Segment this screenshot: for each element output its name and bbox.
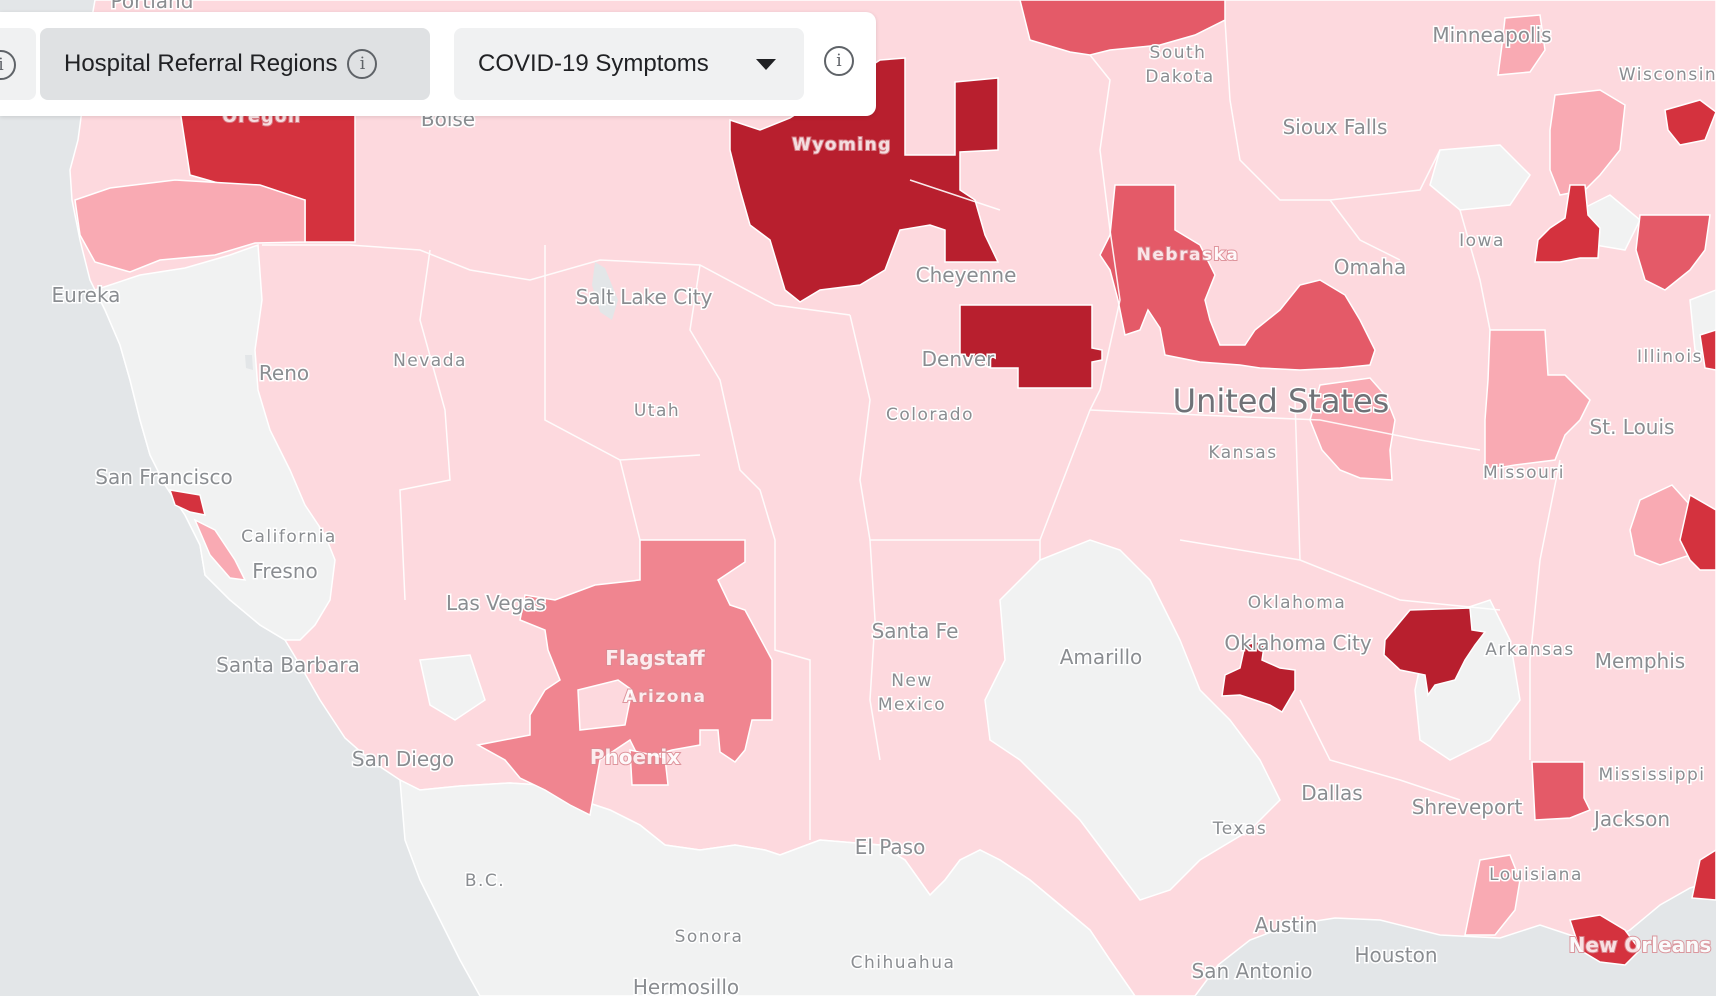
chevron-down-icon [756, 58, 776, 70]
map-label-st-louis: St. Louis [1590, 415, 1675, 439]
region-florida-edge[interactable] [1691, 849, 1716, 901]
map-label-louisiana: Louisiana [1489, 865, 1583, 885]
map-label-oklahoma: Oklahoma [1248, 593, 1347, 613]
map-label-nevada: Nevada [393, 351, 467, 371]
map-label-eureka: Eureka [52, 283, 121, 307]
map-label-san-antonio: San Antonio [1192, 959, 1313, 983]
map-label-dakota: Dakota [1145, 67, 1214, 87]
map-label-denver: Denver [922, 347, 996, 371]
region-gulf-pink[interactable] [1464, 854, 1521, 936]
map-label-portland: Portland [111, 0, 194, 13]
region-tennessee-edge[interactable] [1679, 493, 1716, 571]
map-label-colorado: Colorado [886, 405, 974, 425]
region-iowa-east[interactable] [1534, 184, 1601, 263]
map-label-salt-lake-city: Salt Lake City [576, 285, 713, 309]
map-label-chihuahua: Chihuahua [851, 953, 956, 973]
region-oregon-south[interactable] [74, 179, 306, 273]
map-label-flagstaff: Flagstaff [605, 646, 705, 670]
map-label-dallas: Dallas [1301, 781, 1362, 805]
region-oklahoma[interactable] [1383, 607, 1487, 697]
map-label-arkansas: Arkansas [1485, 640, 1575, 660]
region-bay-area[interactable] [168, 489, 207, 516]
map-label-south: South [1150, 43, 1207, 63]
map-label-nebraska: Nebraska [1137, 245, 1240, 265]
region-kansas-east[interactable] [1309, 377, 1396, 481]
map-label-california: California [241, 527, 337, 547]
high-intensity-regions[interactable] [74, 0, 1716, 966]
map-label-austin: Austin [1255, 913, 1318, 937]
map-label-houston: Houston [1354, 943, 1437, 967]
map-label-sonora: Sonora [675, 927, 744, 947]
map-label-las-vegas: Las Vegas [446, 591, 546, 615]
info-icon[interactable]: i [824, 46, 854, 76]
region-phoenix-south[interactable] [629, 749, 669, 786]
map-label-wyoming: Wyoming [792, 135, 892, 155]
map-label-missouri: Missouri [1483, 463, 1565, 483]
map-label-amarillo: Amarillo [1060, 645, 1143, 669]
map-label-san-francisco: San Francisco [95, 465, 232, 489]
region-wisconsin-west[interactable] [1549, 89, 1626, 196]
map-label-country: United States [1173, 382, 1390, 420]
region-type-segment-hospital-referral-regions[interactable]: Hospital Referral Regions i [40, 28, 430, 100]
region-minneapolis[interactable] [1497, 14, 1546, 76]
metric-dropdown-value: COVID-19 Symptoms [478, 50, 709, 77]
map-label-mexico: Mexico [878, 695, 946, 715]
map-label-b-c-: B.C. [465, 871, 505, 891]
map-label-texas: Texas [1212, 819, 1268, 839]
info-icon[interactable]: i [0, 50, 16, 80]
region-michigan[interactable] [1664, 99, 1716, 146]
map-label-reno: Reno [259, 361, 309, 385]
map-label-phoenix: Phoenix [590, 745, 680, 769]
map-label-san-diego: San Diego [352, 747, 454, 771]
region-arizona[interactable] [475, 539, 773, 817]
region-illinois-edge[interactable] [1699, 329, 1716, 371]
region-oklahoma-city[interactable] [1221, 638, 1296, 714]
region-south-dakota[interactable] [1019, 0, 1226, 56]
map-toolbar: i Hospital Referral Regions i COVID-19 S… [0, 12, 876, 116]
region-missouri[interactable] [1484, 329, 1591, 471]
map-label-hermosillo: Hermosillo [633, 975, 739, 996]
region-denver[interactable] [959, 304, 1103, 389]
map-label-cheyenne: Cheyenne [916, 263, 1017, 287]
region-phoenix-gap[interactable] [577, 679, 633, 731]
region-nebraska[interactable] [1099, 184, 1376, 371]
map-label-wisconsin: Wisconsin [1619, 65, 1716, 85]
region-wyoming[interactable] [729, 57, 1000, 303]
map-label-oklahoma-city: Oklahoma City [1224, 631, 1372, 655]
great-salt-lake [592, 262, 618, 320]
map-label-jackson: Jackson [1592, 807, 1670, 831]
map-label-new: New [891, 671, 933, 691]
region-new-orleans[interactable] [1569, 914, 1641, 966]
region-wisconsin-east[interactable] [1635, 214, 1711, 291]
region-borders [262, 19, 1561, 840]
map-label-kansas: Kansas [1208, 443, 1277, 463]
map-label-shreveport: Shreveport [1412, 795, 1523, 819]
map-label-mississippi: Mississippi [1598, 765, 1705, 785]
map-label-iowa: Iowa [1459, 231, 1505, 251]
map-label-new-orleans: New Orleans [1569, 933, 1712, 957]
region-mississippi[interactable] [1531, 761, 1592, 821]
map-label-sioux-falls: Sioux Falls [1283, 115, 1388, 139]
no-data-regions [93, 144, 1716, 996]
lake-tahoe [245, 355, 253, 370]
region-bay-pink[interactable] [193, 518, 247, 581]
map-label-memphis: Memphis [1595, 649, 1685, 673]
map-label-el-paso: El Paso [855, 835, 926, 859]
map-label-fresno: Fresno [252, 559, 317, 583]
map-label-illinois: Illinois [1637, 347, 1703, 367]
info-icon[interactable]: i [347, 49, 378, 79]
region-type-label: Hospital Referral Regions [64, 50, 338, 77]
map-label-utah: Utah [634, 401, 680, 421]
map-label-santa-barbara: Santa Barbara [216, 653, 360, 677]
map-label-omaha: Omaha [1334, 255, 1406, 279]
metric-dropdown[interactable]: COVID-19 Symptoms [454, 28, 804, 100]
map-label-minneapolis: Minneapolis [1432, 23, 1551, 47]
map-label-santa-fe: Santa Fe [872, 619, 959, 643]
map-label-arizona: Arizona [623, 687, 706, 707]
previous-region-type-segment[interactable]: i [0, 28, 36, 100]
